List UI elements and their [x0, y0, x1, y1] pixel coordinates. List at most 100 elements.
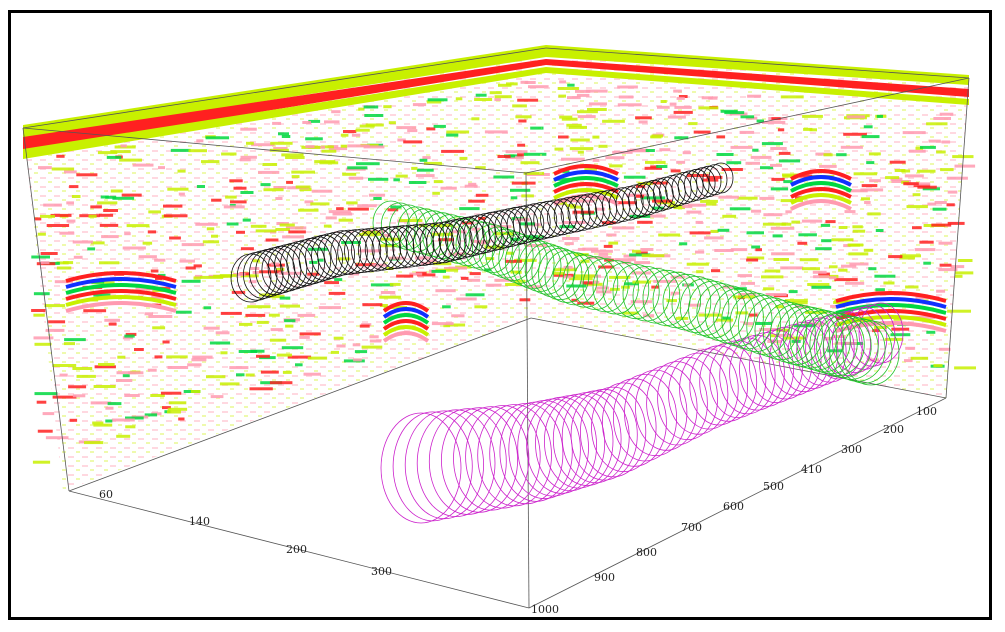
- radar-reflection: [915, 146, 924, 150]
- radar-reflection: [521, 194, 534, 198]
- radar-reflection: [704, 236, 724, 240]
- radar-reflection: [269, 381, 293, 385]
- pipe-segment-ring: [404, 410, 484, 520]
- radar-reflection: [746, 256, 765, 260]
- radar-reflection: [370, 283, 394, 287]
- radar-reflection: [617, 85, 638, 89]
- radar-reflection: [273, 186, 287, 189]
- radar-reflection: [238, 350, 258, 353]
- radar-reflection: [812, 270, 827, 274]
- radar-reflection: [148, 210, 161, 214]
- radar-reflection: [84, 441, 104, 445]
- radar-reflection: [390, 205, 402, 209]
- pipe-segment-ring: [729, 292, 782, 352]
- radar-reflection: [357, 204, 377, 208]
- pipe-segment-ring: [842, 320, 900, 386]
- radar-reflection: [435, 289, 456, 293]
- radar-reflection: [124, 232, 131, 236]
- radar-reflection: [805, 310, 827, 314]
- radar-reflection: [432, 232, 454, 236]
- radar-reflection: [469, 272, 481, 276]
- radar-reflection: [587, 108, 607, 111]
- radar-reflection: [698, 313, 722, 317]
- pipe-segment-ring: [553, 197, 584, 234]
- radar-reflection: [346, 201, 358, 205]
- radar-reflection: [98, 363, 115, 366]
- radar-reflection: [270, 328, 283, 332]
- radar-reflection: [471, 117, 480, 121]
- radar-reflection: [629, 148, 648, 152]
- radar-reflection: [317, 258, 324, 262]
- radar-reflection: [200, 275, 224, 279]
- radar-reflection: [926, 122, 948, 126]
- radar-reflection: [354, 350, 368, 354]
- radar-reflection: [396, 126, 417, 130]
- radar-reflection: [866, 161, 875, 165]
- radar-reflection: [175, 310, 192, 314]
- radar-reflection: [194, 274, 203, 278]
- radar-reflection: [770, 163, 782, 167]
- radar-reflection: [37, 232, 46, 236]
- radar-reflection: [641, 196, 666, 200]
- radar-reflection: [389, 282, 401, 286]
- radar-reflection: [328, 210, 351, 214]
- radar-reflection: [563, 275, 572, 279]
- x-tick-label: 300: [371, 565, 392, 578]
- radar-reflection: [553, 177, 572, 181]
- radar-reflection: [791, 339, 801, 343]
- pipe-segment-ring: [323, 230, 362, 276]
- radar-reflection: [904, 174, 924, 178]
- radar-reflection: [912, 226, 922, 230]
- radar-reflection: [566, 123, 582, 127]
- radar-reflection: [595, 286, 610, 290]
- radar-reflection: [46, 224, 70, 227]
- radar-reflection: [834, 300, 856, 303]
- pipe-segment-ring: [405, 223, 441, 266]
- radar-reflection: [828, 276, 837, 280]
- pipe-segment-ring: [579, 386, 647, 478]
- radar-reflection: [849, 262, 869, 266]
- hyperbolic-reflector: [65, 289, 177, 301]
- radar-reflection: [68, 385, 87, 389]
- radar-reflection: [355, 128, 370, 132]
- radar-reflection: [508, 154, 523, 158]
- pipe-segment-ring: [696, 283, 747, 342]
- radar-reflection: [92, 421, 104, 425]
- radar-reflection: [260, 370, 279, 374]
- radar-reflection: [910, 356, 929, 360]
- radar-reflection: [693, 130, 711, 134]
- radar-reflection: [867, 212, 881, 216]
- radar-reflection: [954, 164, 976, 168]
- radar-reflection: [936, 289, 946, 293]
- right-radar-wall: [531, 48, 976, 398]
- radar-reflection: [759, 196, 775, 200]
- radar-reflection: [568, 125, 587, 129]
- pipe-segment-ring: [738, 294, 790, 355]
- pipe-segment-ring: [591, 382, 657, 473]
- radar-reflection: [219, 382, 240, 386]
- radar-reflection: [352, 343, 361, 347]
- radar-reflection: [770, 334, 779, 338]
- radar-reflection: [955, 271, 974, 275]
- radar-reflection: [407, 129, 418, 133]
- pipe-segment-ring: [526, 396, 597, 494]
- radar-reflection: [577, 150, 584, 154]
- radar-reflection: [609, 164, 623, 168]
- radar-reflection: [368, 193, 386, 197]
- radar-reflection: [240, 191, 254, 194]
- radar-reflection: [671, 275, 685, 279]
- radar-reflection: [116, 379, 133, 382]
- radar-reflection: [52, 364, 77, 367]
- radar-reflection: [116, 434, 131, 438]
- radar-reflection: [245, 373, 255, 377]
- radar-reflection: [210, 395, 224, 399]
- radar-reflection: [840, 145, 863, 149]
- radar-reflection: [845, 281, 865, 285]
- radar-reflection: [284, 319, 296, 323]
- radar-reflection: [36, 400, 47, 404]
- radar-reflection: [334, 278, 343, 282]
- y-tick-label: 200: [883, 423, 904, 436]
- pipe-segment-ring: [709, 340, 767, 419]
- radar-reflection: [196, 139, 204, 143]
- radar-reflection: [250, 349, 265, 353]
